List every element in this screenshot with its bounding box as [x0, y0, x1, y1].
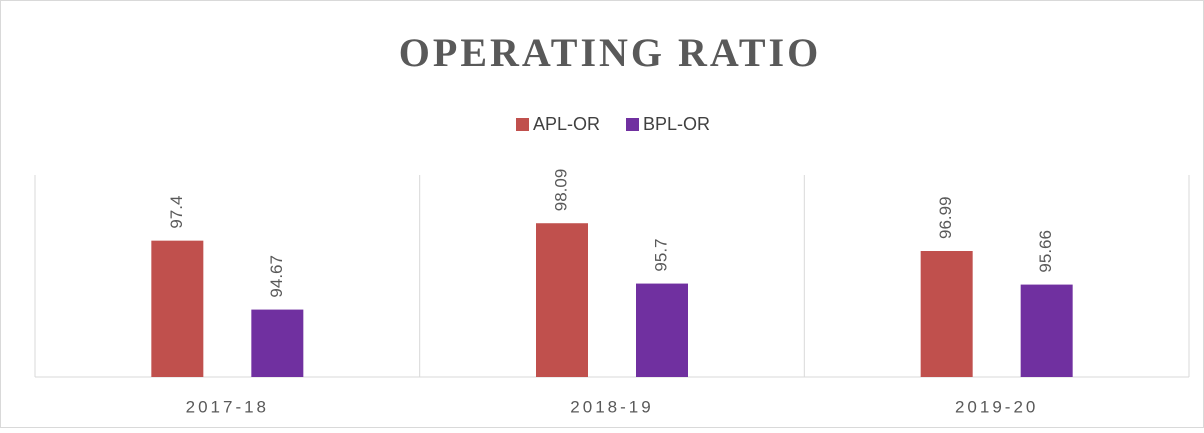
data-label: 97.4 — [167, 196, 186, 229]
bar — [536, 223, 588, 377]
bar — [1020, 284, 1073, 377]
x-tick-label: 2017-18 — [186, 397, 269, 416]
legend-swatch — [516, 118, 529, 131]
bar — [636, 283, 688, 377]
bar — [251, 309, 304, 377]
legend-label: APL-OR — [533, 114, 600, 134]
bar — [151, 240, 204, 377]
x-tick-label: 2019-20 — [955, 397, 1038, 416]
data-label: 94.67 — [267, 255, 286, 298]
bar — [920, 251, 973, 377]
chart-title: OPERATING RATIO — [399, 30, 821, 75]
legend-swatch — [626, 118, 639, 131]
legend-label: BPL-OR — [643, 114, 710, 134]
data-label: 95.7 — [651, 238, 670, 271]
x-tick-label: 2018-19 — [570, 397, 653, 416]
data-label: 96.99 — [936, 196, 955, 239]
data-label: 95.66 — [1036, 230, 1055, 273]
data-label: 98.09 — [551, 169, 570, 212]
